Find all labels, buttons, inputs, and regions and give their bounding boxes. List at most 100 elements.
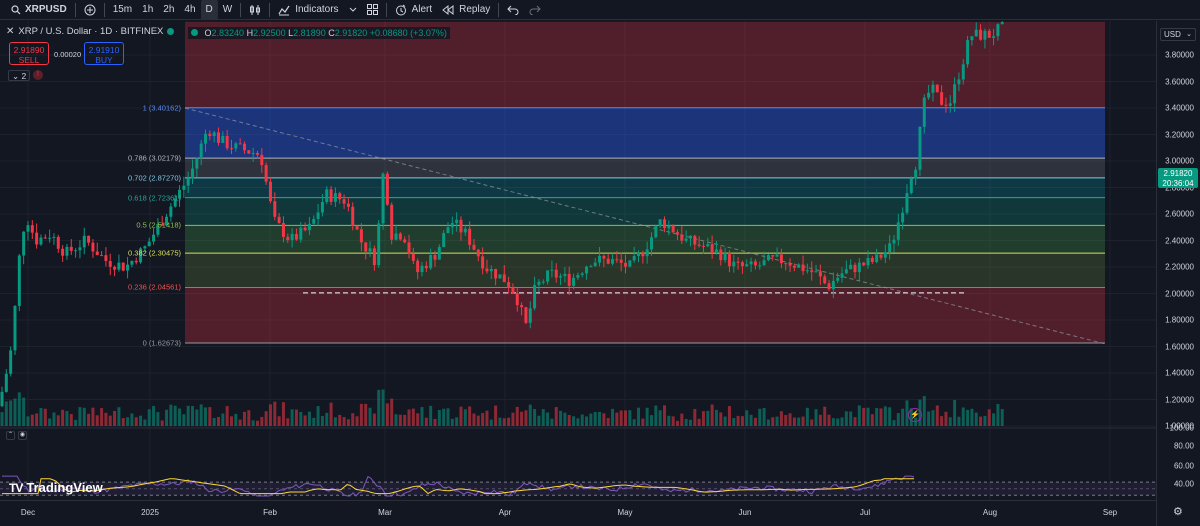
interval-d[interactable]: D — [200, 0, 218, 20]
volume-bar — [805, 407, 809, 426]
candle-body — [797, 264, 801, 268]
volume-bar — [749, 414, 753, 426]
volume-bar — [511, 412, 515, 426]
candle-body — [255, 152, 259, 155]
gear-icon[interactable]: ⚙ — [1173, 506, 1183, 518]
volume-bar — [658, 410, 662, 426]
candle-body — [290, 233, 294, 241]
candle-body — [476, 249, 480, 257]
rsi-tick-label: 40.00 — [1173, 479, 1194, 489]
volume-bar — [507, 417, 511, 426]
volume-bar — [953, 399, 957, 426]
price-tick-label: 3.20000 — [1165, 130, 1194, 139]
fib-zone — [185, 158, 1105, 178]
eye-icon[interactable]: ◉ — [18, 431, 27, 440]
candle-body — [22, 231, 26, 256]
collapse-icon[interactable]: ⌃ — [6, 431, 15, 440]
symbol-search[interactable]: XRPUSD — [6, 0, 72, 20]
candle-body — [338, 193, 342, 200]
undo-button[interactable] — [502, 0, 524, 20]
volume-bar — [714, 409, 718, 426]
volume-bar — [455, 417, 459, 426]
candle-body — [762, 260, 766, 266]
volume-bar — [810, 419, 814, 426]
volume-bar — [645, 407, 649, 426]
volume-bar — [593, 412, 597, 426]
candle-body — [186, 178, 190, 186]
volume-bar — [966, 409, 970, 426]
volume-bar — [862, 407, 866, 426]
trend-line — [184, 107, 1106, 345]
volume-bar — [0, 412, 4, 426]
candle-body — [710, 244, 714, 253]
interval-4h[interactable]: 4h — [184, 4, 196, 15]
indicators-button[interactable]: Indicators — [273, 0, 343, 20]
bar-style-button[interactable] — [244, 0, 266, 20]
volume-bar — [667, 415, 671, 426]
candle-body — [13, 305, 17, 351]
candle-body — [879, 254, 883, 258]
compare-button[interactable] — [79, 0, 101, 20]
replay-button[interactable]: Replay — [437, 0, 495, 20]
close-icon[interactable]: ✕ — [6, 26, 15, 37]
volume-bar — [546, 412, 550, 426]
redo-button[interactable] — [524, 0, 546, 20]
candle-body — [56, 236, 60, 249]
volume-bar — [502, 418, 506, 426]
lightning-icon[interactable]: ⚡ — [908, 408, 922, 422]
price-axis[interactable] — [1156, 21, 1200, 526]
chart-pane[interactable] — [0, 21, 1156, 526]
price-chart[interactable] — [0, 21, 1156, 526]
volume-bar — [277, 416, 281, 426]
candle-body — [966, 40, 970, 65]
alert-button[interactable]: Alert — [390, 0, 438, 20]
candle-body — [303, 227, 307, 231]
candle-body — [212, 132, 216, 137]
time-axis[interactable]: Dec 2025 Feb Mar Apr May Jun Jul Aug Sep — [0, 500, 1156, 526]
indicators-dropdown[interactable] — [344, 0, 362, 20]
interval-15m[interactable]: 15m — [112, 4, 133, 15]
indicator-count-toggle[interactable]: ⌄ 2 — [8, 70, 31, 81]
plus-icon — [84, 4, 96, 15]
candle-body — [134, 260, 138, 263]
candle-body — [139, 248, 143, 263]
volume-bar — [888, 407, 892, 426]
volume-bar — [35, 413, 39, 426]
volume-bar — [204, 407, 208, 426]
volume-bar — [294, 409, 298, 426]
interval-w[interactable]: W — [222, 4, 233, 15]
interval-2h[interactable]: 2h — [163, 4, 175, 15]
fib-level-label: 0.382 (2.30475) — [128, 248, 181, 258]
volume-bar — [948, 417, 952, 426]
volume-bar — [853, 417, 857, 426]
layout-button[interactable] — [362, 0, 383, 20]
currency-button[interactable]: USD ⌄ — [1160, 28, 1196, 41]
currency-label: USD — [1164, 30, 1181, 39]
volume-bar — [208, 407, 212, 426]
volume-bar — [866, 407, 870, 426]
candle-body — [684, 238, 688, 241]
volume-bar — [732, 418, 736, 426]
volume-bar — [476, 415, 480, 426]
volume-bar — [338, 414, 342, 426]
candle-body — [515, 293, 519, 306]
buy-button[interactable]: 2.91910 BUY — [84, 42, 124, 65]
interval-1h[interactable]: 1h — [142, 4, 154, 15]
volume-bar — [524, 410, 528, 426]
candle-body — [805, 270, 809, 272]
volume-bar — [589, 413, 593, 426]
sell-button[interactable]: 2.91890 SELL — [9, 42, 49, 65]
time-tick-label: 2025 — [141, 508, 159, 517]
volume-bar — [91, 407, 95, 426]
symbol-label: XRPUSD — [25, 4, 67, 15]
candle-body — [533, 284, 537, 309]
volume-bar — [316, 406, 320, 426]
warning-icon[interactable]: ! — [33, 70, 43, 80]
candle-body — [624, 262, 628, 267]
current-price: 2.91820 — [1163, 169, 1193, 178]
candle-body — [182, 185, 186, 190]
volume-bar — [602, 413, 606, 426]
candle-body — [675, 232, 679, 235]
candle-body — [481, 256, 485, 269]
fib-zone — [185, 225, 1105, 254]
